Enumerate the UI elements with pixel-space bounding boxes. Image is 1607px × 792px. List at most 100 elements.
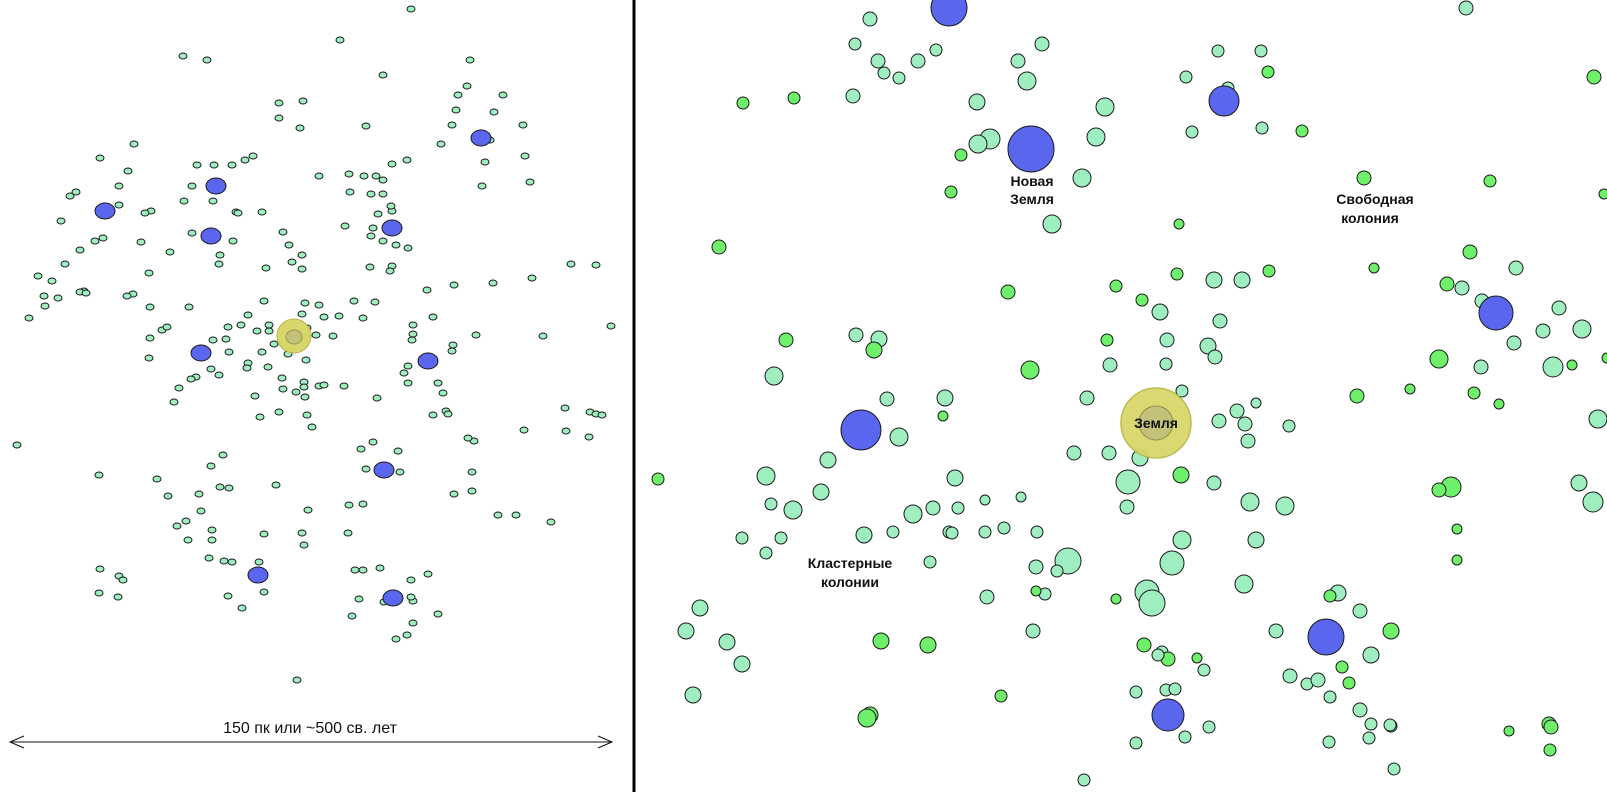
- star-icon: [877, 66, 891, 80]
- star-icon: [60, 260, 70, 268]
- earth-marker: Земля: [1120, 387, 1192, 459]
- star-icon: [1382, 622, 1400, 640]
- star-icon: [1020, 360, 1040, 380]
- star-icon: [297, 529, 307, 537]
- star-icon: [925, 500, 941, 516]
- star-icon: [561, 427, 571, 435]
- star-icon: [848, 327, 864, 343]
- star-icon: [1362, 731, 1376, 745]
- star-icon: [335, 36, 345, 44]
- star-icon: [354, 595, 364, 603]
- star-icon: [1028, 559, 1044, 575]
- star-icon: [371, 172, 381, 180]
- star-icon: [910, 53, 926, 69]
- star-icon: [1551, 300, 1567, 316]
- star-icon: [1383, 718, 1397, 732]
- star-icon: [467, 487, 477, 495]
- star-icon: [47, 277, 57, 285]
- star-icon: [1282, 419, 1296, 433]
- star-icon: [403, 379, 413, 387]
- star-icon: [477, 182, 487, 190]
- new-earth-label-line2: Земля: [1010, 191, 1054, 207]
- star-icon: [307, 423, 317, 431]
- star-icon: [1233, 271, 1251, 289]
- star-icon: [257, 208, 267, 216]
- star-icon: [144, 354, 154, 362]
- star-icon: [366, 232, 376, 240]
- star-icon: [1349, 388, 1365, 404]
- star-icon: [378, 176, 388, 184]
- star-icon: [386, 202, 396, 210]
- star-icon: [314, 172, 324, 180]
- star-icon: [812, 483, 830, 501]
- star-icon: [471, 331, 481, 339]
- star-icon: [903, 504, 923, 524]
- star-icon: [183, 536, 193, 544]
- star-icon: [1129, 685, 1143, 699]
- star-icon: [520, 152, 530, 160]
- star-icon: [1207, 349, 1223, 365]
- star-icon: [395, 468, 405, 476]
- star-icon: [480, 158, 490, 166]
- star-icon: [1025, 623, 1041, 639]
- colony-icon: [373, 461, 395, 479]
- star-icon: [684, 686, 702, 704]
- star-icon: [292, 676, 302, 684]
- star-icon: [228, 237, 238, 245]
- star-icon: [1535, 323, 1551, 339]
- star-icon: [889, 427, 909, 447]
- star-icon: [1431, 482, 1447, 498]
- star-icon: [1508, 260, 1524, 276]
- zoomed-stars: [651, 0, 1607, 787]
- star-icon: [1323, 690, 1337, 704]
- star-icon: [302, 411, 312, 419]
- star-icon: [319, 381, 329, 389]
- star-icon: [518, 121, 528, 129]
- star-icon: [365, 263, 375, 271]
- star-icon: [227, 161, 237, 169]
- star-icon: [408, 330, 418, 338]
- star-icon: [433, 379, 443, 387]
- free-colony-label-line1: Свободная: [1336, 191, 1413, 207]
- star-icon: [1275, 496, 1295, 516]
- star-icon: [300, 299, 310, 307]
- star-icon: [1588, 409, 1607, 429]
- star-icon: [1110, 593, 1122, 605]
- star-icon: [339, 382, 349, 390]
- star-icon: [385, 267, 395, 275]
- star-icon: [1322, 735, 1336, 749]
- star-icon: [1170, 267, 1184, 281]
- star-icon: [462, 82, 472, 90]
- star-icon: [259, 530, 269, 538]
- star-icon: [1175, 384, 1189, 398]
- star-icon: [511, 511, 521, 519]
- star-icon: [207, 526, 217, 534]
- star-icon: [224, 348, 234, 356]
- star-icon: [263, 363, 273, 371]
- star-icon: [248, 152, 258, 160]
- star-icon: [1404, 383, 1416, 395]
- star-icon: [373, 210, 383, 218]
- star-icon: [219, 557, 229, 565]
- colony-icon: [1007, 125, 1055, 173]
- star-icon: [591, 261, 601, 269]
- star-icon: [1261, 65, 1275, 79]
- star-icon: [233, 209, 243, 217]
- star-icon: [1451, 523, 1463, 535]
- star-icon: [1458, 0, 1474, 16]
- star-icon: [271, 481, 281, 489]
- star-icon: [114, 182, 124, 190]
- star-icon: [1072, 168, 1092, 188]
- star-icon: [1199, 337, 1217, 355]
- star-icon: [870, 53, 886, 69]
- star-icon: [408, 321, 418, 329]
- star-icon: [178, 52, 188, 60]
- star-icon: [787, 91, 801, 105]
- colony-icon: [382, 589, 404, 607]
- star-icon: [284, 241, 294, 249]
- star-icon: [90, 237, 100, 245]
- star-icon: [162, 323, 172, 331]
- star-icon: [1173, 218, 1185, 230]
- star-icon: [1050, 564, 1064, 578]
- star-icon: [165, 248, 175, 256]
